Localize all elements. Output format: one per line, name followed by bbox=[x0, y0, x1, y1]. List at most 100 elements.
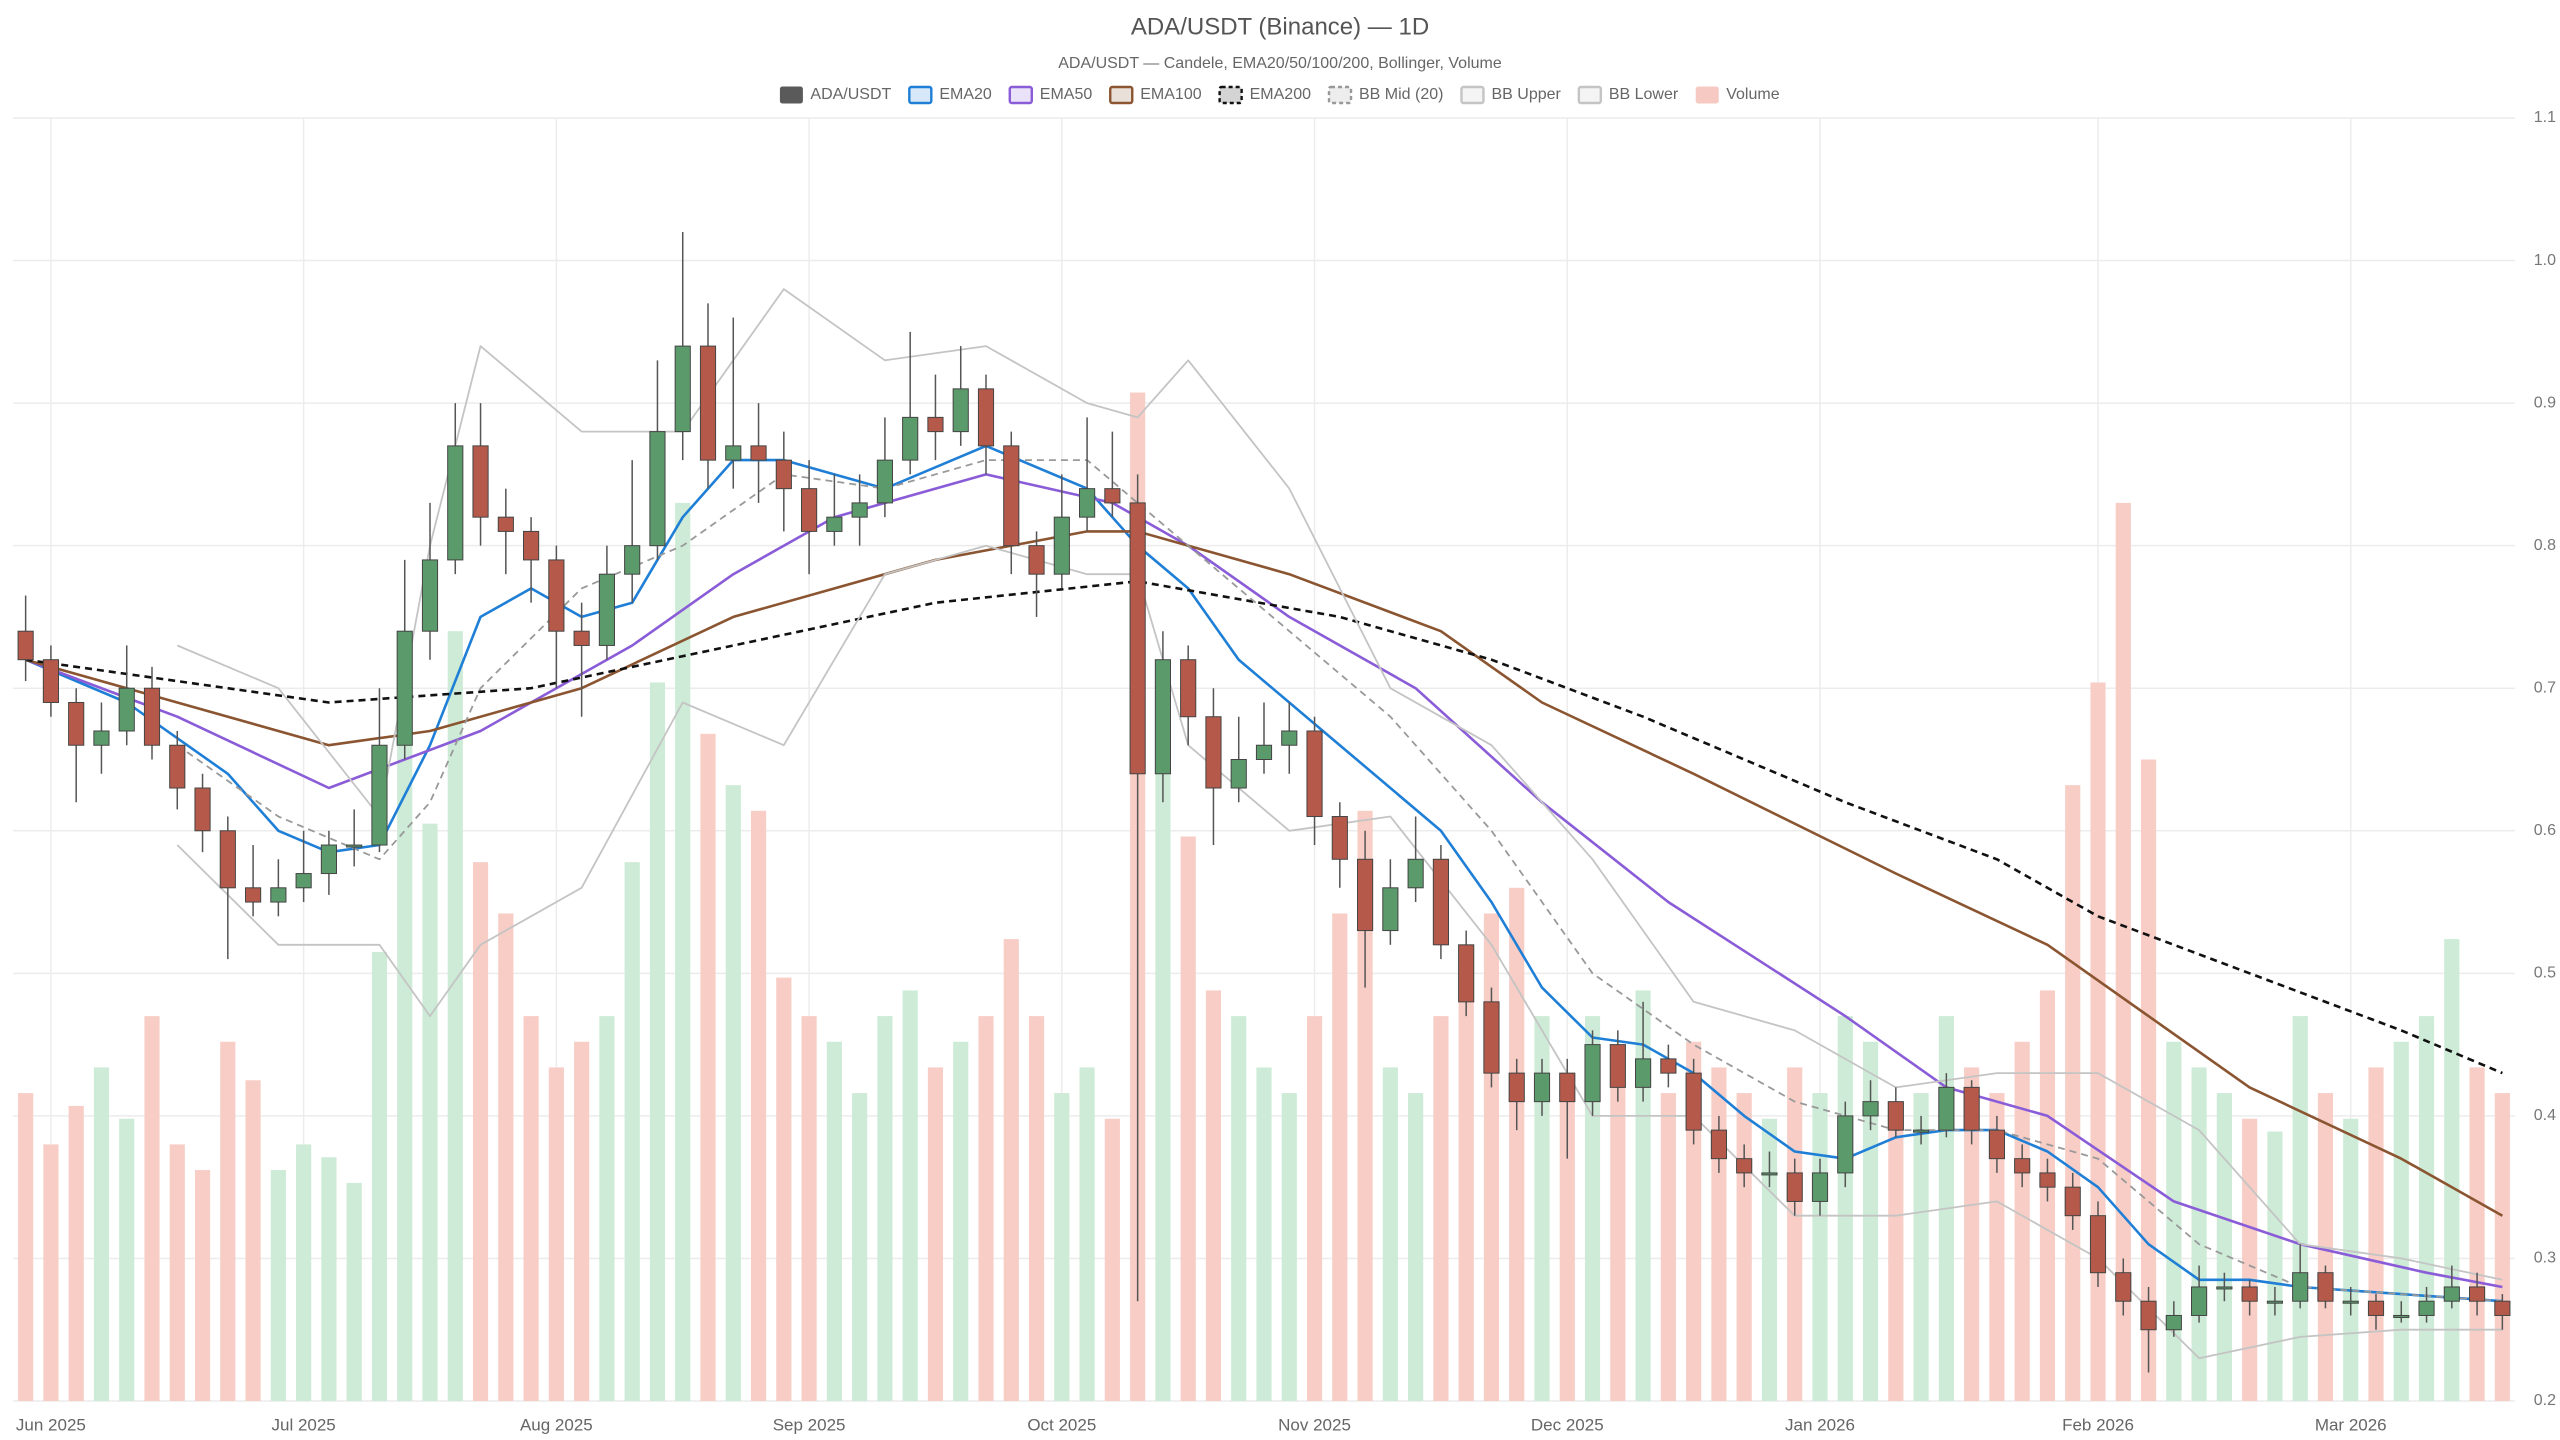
candle-body bbox=[1306, 730, 1323, 818]
x-tick-label: Jan 2026 bbox=[1785, 1415, 1855, 1434]
candle-body bbox=[750, 445, 767, 461]
indicator-line bbox=[25, 444, 2503, 1303]
candle-body bbox=[1053, 516, 1070, 575]
legend-label: ADA/USDT bbox=[810, 86, 891, 103]
legend-label: EMA50 bbox=[1040, 86, 1093, 103]
x-tick-label: Jul 2025 bbox=[271, 1415, 335, 1434]
candle-body bbox=[1205, 716, 1222, 789]
legend-label: EMA200 bbox=[1250, 86, 1311, 103]
candle-body bbox=[1104, 488, 1121, 504]
volume-bar bbox=[2014, 1041, 2030, 1401]
volume-layer bbox=[18, 392, 2510, 1401]
candle-body bbox=[219, 830, 236, 889]
candle-body bbox=[320, 844, 337, 875]
candle-body bbox=[17, 630, 34, 661]
legend-label: BB Upper bbox=[1491, 86, 1561, 103]
volume-bar bbox=[1686, 1041, 1702, 1401]
indicator-line bbox=[176, 288, 2503, 1281]
candle-body bbox=[270, 887, 287, 903]
candle-body bbox=[1079, 488, 1096, 518]
candle-body bbox=[1483, 1001, 1500, 1074]
volume-bar bbox=[169, 1144, 185, 1401]
candle-body bbox=[2089, 1215, 2107, 1274]
volume-bar bbox=[649, 682, 666, 1401]
volume-bar bbox=[1610, 1067, 1626, 1401]
candle-body bbox=[1281, 730, 1298, 746]
candle-body bbox=[1407, 858, 1424, 889]
chart-title: ADA/USDT (Binance) — 1D bbox=[1131, 13, 1429, 40]
candle-body bbox=[1129, 502, 1146, 775]
volume-bar bbox=[1357, 810, 1373, 1401]
volume-bar bbox=[675, 502, 691, 1401]
legend-label: Volume bbox=[1726, 86, 1779, 103]
volume-bar bbox=[1281, 1093, 1297, 1401]
candle-body bbox=[1230, 759, 1247, 789]
volume-bar bbox=[93, 1067, 110, 1401]
volume-bar bbox=[220, 1041, 236, 1401]
volume-bar bbox=[1534, 1016, 1550, 1401]
candle-body bbox=[624, 545, 641, 575]
y-tick-label: 0.4 bbox=[2534, 1107, 2556, 1124]
candle-body bbox=[2342, 1300, 2359, 1304]
legend-swatch bbox=[1460, 85, 1485, 105]
volume-bar bbox=[2494, 1093, 2510, 1401]
candle-body bbox=[2443, 1286, 2460, 1302]
candle-body bbox=[472, 445, 489, 518]
candle-body bbox=[1811, 1172, 1829, 1202]
candle-body bbox=[548, 559, 565, 632]
volume-bar bbox=[1054, 1093, 1070, 1401]
legend-swatch bbox=[1109, 85, 1134, 105]
candle-body bbox=[573, 630, 590, 646]
volume-bar bbox=[1155, 682, 1171, 1401]
candle-body bbox=[2039, 1172, 2056, 1188]
candle-body bbox=[396, 630, 413, 746]
volume-bar bbox=[1003, 939, 1019, 1401]
volume-bar bbox=[1028, 1016, 1045, 1401]
volume-bar bbox=[194, 1170, 211, 1401]
candle-body bbox=[1736, 1158, 1753, 1174]
volume-bar bbox=[700, 733, 716, 1401]
legend-swatch bbox=[908, 85, 933, 105]
candle-body bbox=[2469, 1286, 2486, 1302]
volume-bar bbox=[1787, 1067, 1803, 1401]
volume-bar bbox=[296, 1144, 312, 1401]
volume-bar bbox=[2418, 1016, 2435, 1401]
volume-bar bbox=[321, 1157, 337, 1401]
chart-subtitle: ADA/USDT — Candele, EMA20/50/100/200, Bo… bbox=[1058, 55, 1502, 72]
volume-bar bbox=[1306, 1016, 1323, 1401]
y-tick-label: 1.1 bbox=[2534, 109, 2556, 126]
volume-bar bbox=[1332, 913, 1348, 1401]
candle-body bbox=[674, 345, 691, 433]
candle-body bbox=[2191, 1286, 2208, 1316]
volume-bar bbox=[422, 823, 438, 1401]
volume-bar bbox=[1888, 1118, 1904, 1401]
candle-body bbox=[1357, 858, 1374, 932]
volume-bar bbox=[877, 1016, 893, 1401]
volume-bar bbox=[852, 1093, 868, 1401]
candle-body bbox=[1255, 744, 1273, 761]
candle-body bbox=[1635, 1058, 1652, 1088]
legend-swatch bbox=[1008, 85, 1033, 105]
candle-body bbox=[2367, 1300, 2385, 1316]
volume-bar bbox=[1104, 1118, 1120, 1401]
candle-body bbox=[2418, 1300, 2435, 1316]
candle-body bbox=[143, 687, 161, 746]
candle-body bbox=[2393, 1314, 2410, 1318]
y-tick-label: 0.8 bbox=[2534, 537, 2556, 554]
candle-body bbox=[295, 873, 312, 889]
candle-body bbox=[1685, 1072, 1702, 1131]
y-tick-label: 0.5 bbox=[2534, 965, 2556, 982]
x-tick-label: Aug 2025 bbox=[520, 1415, 593, 1434]
volume-bar bbox=[1862, 1041, 1879, 1401]
candle-body bbox=[1154, 659, 1171, 775]
candle-body bbox=[1533, 1072, 1551, 1103]
volume-bar bbox=[1483, 913, 1500, 1401]
volume-bar bbox=[523, 1016, 539, 1401]
volume-bar bbox=[750, 810, 767, 1401]
candle-body bbox=[1432, 858, 1449, 946]
legend: ADA/USDT EMA20 EMA50 EMA100 EMA200 BB Mid (20… bbox=[779, 85, 1780, 105]
candle-body bbox=[1382, 887, 1399, 932]
candle-body bbox=[194, 787, 211, 832]
candle-body bbox=[1458, 944, 1475, 1003]
y-tick-label: 1.0 bbox=[2534, 252, 2556, 269]
